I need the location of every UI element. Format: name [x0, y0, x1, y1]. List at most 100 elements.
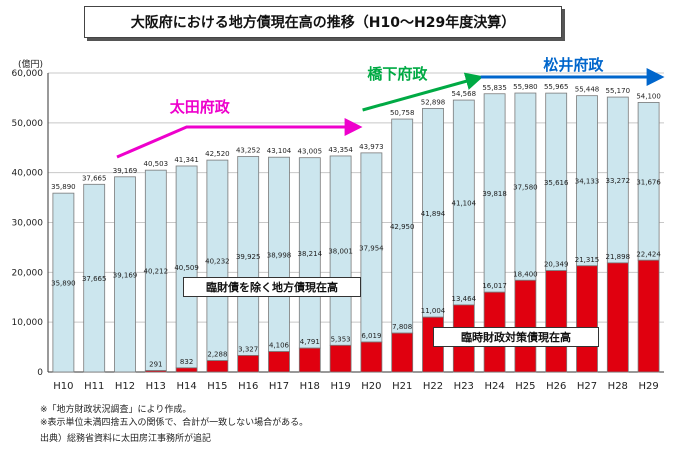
chart-title-box: 大阪府における地方債現在高の推移（H10〜H29年度決算）	[84, 6, 562, 38]
value-label-special-H20: 6,019	[361, 332, 381, 340]
value-label-regular-H24: 39,818	[482, 190, 507, 198]
era-arrow-hashimoto	[362, 72, 484, 112]
value-label-special-H23: 13,464	[452, 295, 477, 303]
bar-special-H20	[360, 341, 383, 373]
x-tick-label-H23: H23	[454, 381, 474, 392]
y-tick-label: 50,000	[12, 119, 44, 129]
total-label-H24: 55,835	[482, 84, 507, 92]
x-tick-label-H22: H22	[423, 381, 443, 392]
value-label-regular-H19: 38,001	[328, 248, 353, 256]
bar-special-H21	[391, 332, 414, 373]
x-tick-label-H28: H28	[608, 381, 628, 392]
y-tick-label: 0	[37, 368, 43, 378]
bar-special-H27	[576, 265, 598, 373]
value-label-regular-H26: 35,616	[544, 179, 569, 187]
y-tick-label: 30,000	[12, 219, 44, 229]
total-label-H11: 37,665	[82, 174, 107, 182]
value-label-regular-H20: 37,954	[359, 244, 384, 252]
total-label-H19: 43,354	[328, 146, 353, 154]
x-tick-label-H29: H29	[638, 381, 658, 392]
value-label-special-H18: 4,791	[300, 338, 320, 346]
value-label-regular-H11: 37,665	[82, 275, 107, 283]
y-axis-unit: (億円)	[18, 58, 43, 70]
value-label-regular-H17: 38,998	[267, 251, 292, 259]
x-tick-label-H17: H17	[269, 381, 289, 392]
x-tick-label-H15: H15	[207, 381, 227, 392]
value-label-special-H29: 22,424	[636, 250, 661, 258]
total-label-H29: 54,100	[636, 92, 661, 100]
total-label-H21: 50,758	[390, 109, 415, 117]
value-label-special-H28: 21,898	[606, 253, 631, 261]
bar-special-H26	[545, 270, 568, 373]
value-label-special-H21: 7,808	[392, 323, 412, 331]
x-tick-label-H24: H24	[484, 381, 504, 392]
era-arrow-ota	[116, 118, 363, 159]
footnote-source: ※「地方財政状況調査」により作成。	[40, 405, 192, 415]
bar-regular-H10	[52, 192, 75, 373]
y-tick-label: 40,000	[12, 169, 44, 179]
value-label-special-H16: 3,327	[238, 345, 258, 353]
value-label-regular-H12: 39,169	[113, 271, 138, 279]
x-tick-label-H12: H12	[115, 381, 135, 392]
bar-special-H13	[144, 370, 167, 373]
bar-special-H18	[298, 347, 321, 373]
y-tick-label: 10,000	[12, 318, 44, 328]
x-tick-label-H18: H18	[300, 381, 320, 392]
total-label-H27: 55,448	[575, 86, 600, 94]
value-label-special-H26: 20,349	[544, 261, 569, 269]
value-label-regular-H27: 34,133	[575, 178, 600, 186]
bar-special-H15	[206, 360, 229, 373]
value-label-regular-H16: 39,925	[236, 253, 261, 261]
total-label-H20: 43,973	[359, 143, 384, 151]
value-label-special-H25: 18,400	[513, 270, 538, 278]
value-label-regular-H29: 31,676	[636, 178, 661, 186]
bar-special-H16	[237, 355, 260, 373]
x-tick-label-H14: H14	[176, 381, 196, 392]
era-label-ota: 太田府政	[170, 98, 231, 116]
value-label-special-H13: 291	[149, 361, 162, 369]
value-label-regular-H28: 33,272	[606, 177, 631, 185]
footnote-rounding: ※表示単位未満四捨五入の関係で、合計が一致しない場合がある。	[40, 418, 309, 428]
footnote-origin: 出典）総務省資料に太田房江事務所が追記	[40, 434, 212, 444]
total-label-H18: 43,005	[298, 148, 323, 156]
chart-title: 大阪府における地方債現在高の推移（H10〜H29年度決算）	[130, 15, 516, 31]
bar-special-H28	[606, 262, 629, 373]
value-label-special-H27: 21,315	[575, 256, 600, 264]
x-tick-label-H25: H25	[515, 381, 535, 392]
bar-special-H19	[329, 344, 352, 373]
legend-series-special-bonds: 臨時財政対策債現在高	[433, 327, 599, 347]
x-tick-label-H10: H10	[53, 381, 73, 392]
value-label-special-H19: 5,353	[331, 335, 351, 343]
value-label-special-H14: 832	[180, 358, 193, 366]
total-label-H26: 55,965	[544, 83, 569, 91]
total-label-H16: 43,252	[236, 146, 261, 154]
value-label-special-H17: 4,106	[269, 342, 290, 350]
total-label-H23: 54,568	[452, 90, 477, 98]
value-label-regular-H15: 40,232	[205, 257, 230, 265]
bar-special-H14	[175, 367, 198, 373]
value-label-special-H22: 11,004	[421, 307, 446, 315]
x-tick-label-H19: H19	[330, 381, 350, 392]
value-label-regular-H23: 41,104	[452, 199, 477, 207]
total-label-H14: 41,341	[174, 156, 199, 164]
bar-special-H17	[268, 351, 290, 373]
bar-special-H29	[637, 259, 660, 373]
bar-special-H25	[514, 279, 537, 373]
bar-regular-H12	[114, 176, 136, 373]
value-label-regular-H18: 38,214	[298, 250, 323, 258]
total-label-H13: 40,503	[144, 160, 169, 168]
value-label-regular-H10: 35,890	[51, 280, 76, 288]
y-tick-label: 60,000	[12, 69, 44, 79]
total-label-H25: 55,980	[513, 83, 538, 91]
value-label-special-H24: 16,017	[482, 282, 507, 290]
total-label-H15: 42,520	[205, 150, 230, 158]
era-label-hashimoto: 橋下府政	[367, 65, 428, 83]
x-tick-label-H20: H20	[361, 381, 381, 392]
total-label-H12: 39,169	[113, 167, 138, 175]
x-tick-label-H21: H21	[392, 381, 412, 392]
x-tick-label-H13: H13	[146, 381, 166, 392]
y-tick-label: 20,000	[12, 268, 44, 278]
bar-regular-H11	[83, 183, 106, 373]
total-label-H10: 35,890	[51, 183, 76, 191]
